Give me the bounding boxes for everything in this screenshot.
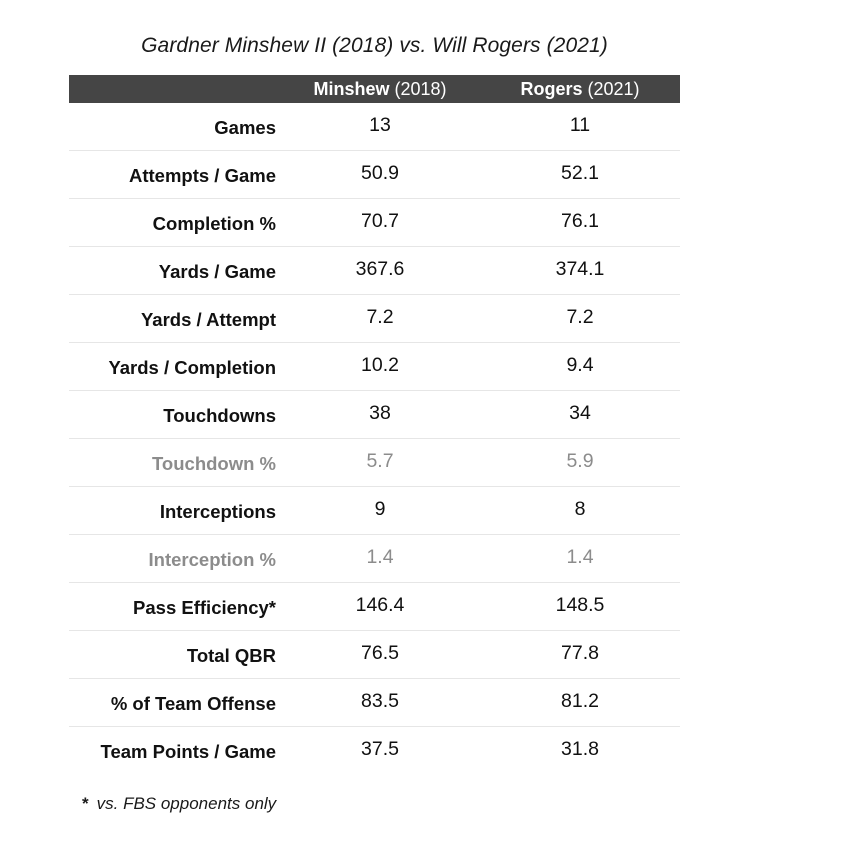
table-row: Attempts / Game 50.9 52.1 [69, 151, 680, 199]
table-row: Yards / Game 367.6 374.1 [69, 247, 680, 295]
table-row: Yards / Attempt 7.2 7.2 [69, 295, 680, 343]
row-label: Completion % [152, 213, 276, 234]
table-title: Gardner Minshew II (2018) vs. Will Roger… [141, 34, 608, 57]
rogers-value: 9.4 [566, 354, 594, 376]
rogers-value: 34 [569, 402, 591, 424]
row-label: Team Points / Game [100, 741, 276, 762]
minshew-value: 367.6 [355, 258, 405, 280]
table-header: Minshew (2018) Rogers (2021) [69, 75, 680, 103]
rogers-value: 81.2 [561, 690, 599, 712]
row-label: Interceptions [159, 501, 276, 522]
table-row: Team Points / Game 37.5 31.8 [69, 727, 680, 774]
minshew-value: 13 [369, 114, 391, 136]
rogers-value: 52.1 [561, 162, 599, 184]
row-label: Pass Efficiency* [133, 597, 276, 618]
rogers-value: 31.8 [561, 738, 599, 760]
row-label: Yards / Completion [108, 357, 276, 378]
rogers-value: 76.1 [561, 210, 599, 232]
minshew-value: 5.7 [366, 450, 394, 472]
column-header-year: (2021) [587, 79, 640, 99]
row-label: Total QBR [186, 645, 276, 666]
rogers-value: 148.5 [555, 594, 605, 616]
minshew-value: 50.9 [361, 162, 399, 184]
column-header-rogers: Rogers (2021) [480, 75, 680, 103]
row-label: Games [214, 117, 276, 138]
minshew-value: 38 [369, 402, 391, 424]
table-body: Games 13 11 Attempts / Game 50.9 52.1 Completi… [69, 103, 680, 774]
row-label: Yards / Game [158, 261, 276, 282]
rogers-value: 7.2 [566, 306, 594, 328]
minshew-value: 10.2 [361, 354, 399, 376]
table-row: Games 13 11 [69, 103, 680, 151]
rogers-value: 5.9 [566, 450, 594, 472]
rogers-value: 77.8 [561, 642, 599, 664]
minshew-value: 146.4 [355, 594, 405, 616]
row-label: Touchdowns [163, 405, 276, 426]
table-row: Yards / Completion 10.2 9.4 [69, 343, 680, 391]
rogers-value: 374.1 [555, 258, 605, 280]
row-label: Touchdown % [152, 453, 276, 474]
row-label: Attempts / Game [128, 165, 276, 186]
table-row: Touchdown % 5.7 5.9 [69, 439, 680, 487]
table-row: Interceptions 9 8 [69, 487, 680, 535]
column-header-year: (2018) [394, 79, 447, 99]
rogers-value: 1.4 [566, 546, 594, 568]
column-header-name: Minshew [313, 79, 390, 99]
table-row: Pass Efficiency* 146.4 148.5 [69, 583, 680, 631]
table-row: Interception % 1.4 1.4 [69, 535, 680, 583]
rogers-value: 11 [569, 114, 591, 136]
table-row: Total QBR 76.5 77.8 [69, 631, 680, 679]
minshew-value: 83.5 [361, 690, 399, 712]
rogers-value: 8 [574, 498, 586, 520]
row-label: % of Team Offense [110, 693, 276, 714]
minshew-value: 37.5 [361, 738, 399, 760]
minshew-value: 9 [374, 498, 386, 520]
table-row: Completion % 70.7 76.1 [69, 199, 680, 247]
table-row: % of Team Offense 83.5 81.2 [69, 679, 680, 727]
minshew-value: 76.5 [361, 642, 399, 664]
comparison-table: Minshew (2018) Rogers (2021) Games 13 11 At… [69, 75, 680, 774]
table-row: Touchdowns 38 34 [69, 391, 680, 439]
minshew-value: 7.2 [366, 306, 394, 328]
row-label: Yards / Attempt [140, 309, 276, 330]
column-header-name: Rogers [520, 79, 583, 99]
minshew-value: 70.7 [361, 210, 399, 232]
footnote-text: vs. FBS opponents only [96, 794, 277, 813]
minshew-value: 1.4 [366, 546, 394, 568]
row-label: Interception % [148, 549, 276, 570]
footnote-marker: * [82, 794, 89, 813]
column-header-minshew: Minshew (2018) [280, 75, 480, 103]
footnote: * vs. FBS opponents only [82, 794, 276, 814]
